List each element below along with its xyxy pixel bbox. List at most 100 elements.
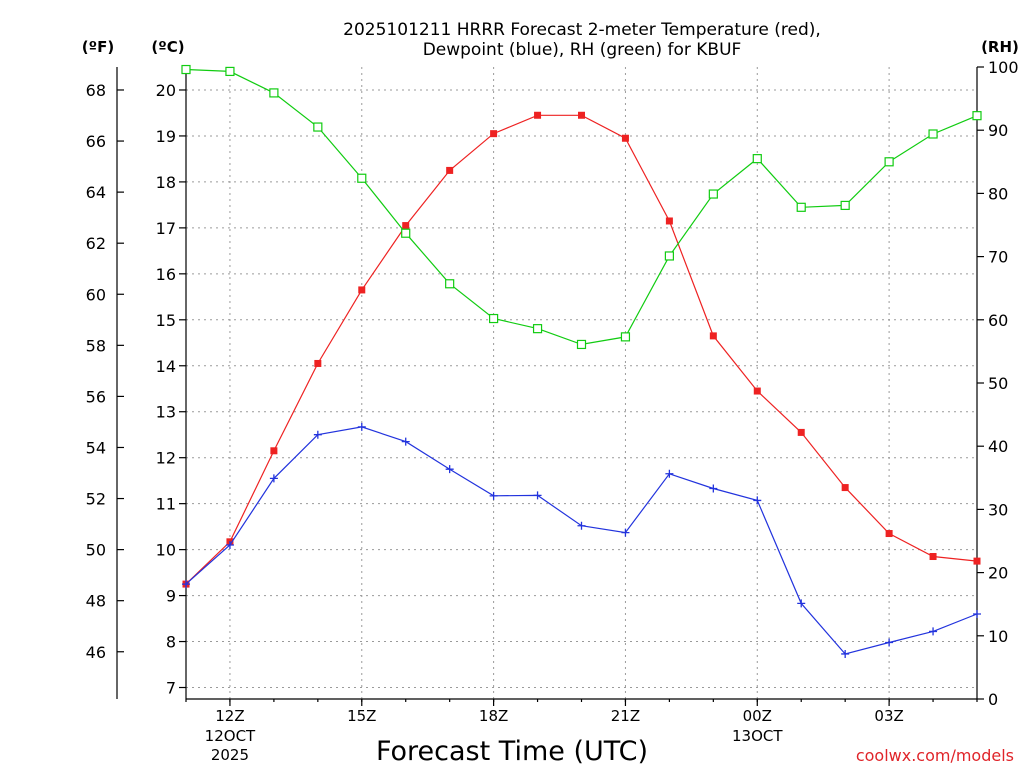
fahrenheit-tick-label: 52 <box>86 490 106 509</box>
dewpoint-point <box>533 491 542 500</box>
dewpoint-point <box>753 496 762 505</box>
temperature-point <box>446 166 454 174</box>
rh-point <box>181 64 191 75</box>
dewpoint-point <box>357 422 366 431</box>
fahrenheit-tick-label: 68 <box>86 81 106 100</box>
rh-point <box>489 313 499 324</box>
celsius-tick-label: 13 <box>156 403 176 422</box>
dewpoint-point <box>269 474 278 483</box>
celsius-tick-label: 7 <box>166 679 176 698</box>
x-tick-date-label: 13OCT <box>732 727 783 745</box>
rh-point <box>445 279 455 289</box>
rh-tick-label: 70 <box>988 248 1008 267</box>
celsius-tick-label: 14 <box>156 357 176 376</box>
rh-tick-label: 20 <box>988 564 1008 583</box>
rh-tick-label: 30 <box>988 500 1008 519</box>
rh-tick-label: 100 <box>988 58 1019 77</box>
temperature-point <box>402 222 410 230</box>
celsius-tick-label: 17 <box>156 219 176 238</box>
fahrenheit-tick-label: 60 <box>86 285 106 304</box>
rh-point <box>225 66 235 77</box>
temperature-line <box>185 114 978 585</box>
temperature-point <box>973 557 981 565</box>
rh-point <box>840 200 850 211</box>
temperature-point <box>665 217 673 225</box>
fahrenheit-tick-label: 62 <box>86 234 106 253</box>
rh-point <box>708 189 718 199</box>
rh-tick-label: 50 <box>988 374 1008 393</box>
dewpoint-point <box>182 580 190 589</box>
celsius-tick-label: 15 <box>156 311 176 330</box>
rh-point <box>401 228 411 238</box>
celsius-tick-label: 11 <box>156 495 176 514</box>
dewpoint-series <box>182 422 981 658</box>
dewpoint-point <box>489 491 498 500</box>
dewpoint-point <box>445 465 454 474</box>
rh-point <box>532 324 543 334</box>
temperature-point <box>621 134 629 142</box>
rh-point <box>796 202 806 212</box>
x-tick-label: 15Z <box>347 707 376 725</box>
temperature-point <box>490 130 498 138</box>
dewpoint-point <box>577 521 586 530</box>
dewpoint-point <box>665 469 674 478</box>
celsius-tick-label: 18 <box>156 173 176 192</box>
axes-layer <box>116 66 984 706</box>
series-layer <box>181 64 982 658</box>
celsius-tick-label: 12 <box>156 449 176 468</box>
x-tick-label: 03Z <box>874 707 903 725</box>
dewpoint-point <box>313 430 322 439</box>
chart-title-line1: 2025101211 HRRR Forecast 2-meter Tempera… <box>343 20 821 40</box>
temperature-point <box>885 530 893 538</box>
fahrenheit-tick-label: 58 <box>86 336 106 355</box>
temperature-point <box>534 111 542 119</box>
grid-layer <box>186 67 977 699</box>
rh-point <box>620 332 631 342</box>
rh-tick-label: 40 <box>988 437 1008 456</box>
x-tick-year-label: 2025 <box>211 746 249 764</box>
rh-tick-label: 0 <box>988 690 998 709</box>
rh-line <box>185 68 978 346</box>
credit-text: coolwx.com/models <box>856 746 1014 765</box>
dewpoint-point <box>885 638 894 647</box>
temperature-point <box>797 428 805 436</box>
celsius-tick-label: 19 <box>156 127 176 146</box>
dewpoint-point <box>225 541 234 550</box>
rh-point <box>576 339 587 350</box>
temperature-point <box>753 387 761 395</box>
rh-point <box>752 154 762 164</box>
rh-tick-label: 80 <box>988 184 1008 203</box>
x-tick-label: 18Z <box>479 707 508 725</box>
rh-tick-label: 10 <box>988 627 1008 646</box>
temperature-point <box>358 286 366 294</box>
temperature-point <box>709 332 717 340</box>
celsius-tick-label: 9 <box>166 587 176 606</box>
rh-tick-label: 60 <box>988 311 1008 330</box>
rh-point <box>313 122 323 132</box>
temperature-point <box>270 447 278 455</box>
rh-point <box>269 88 279 98</box>
x-tick-label: 12Z <box>215 707 244 725</box>
celsius-tick-label: 20 <box>156 81 176 100</box>
fahrenheit-tick-label: 64 <box>86 183 106 202</box>
fahrenheit-tick-label: 56 <box>86 387 106 406</box>
rh-point <box>972 111 982 121</box>
dewpoint-point <box>929 627 938 636</box>
dewpoint-point <box>709 484 718 493</box>
left-axis-unit-c: (ºC) <box>151 38 184 56</box>
fahrenheit-tick-label: 46 <box>86 643 106 662</box>
x-tick-date-label: 12OCT <box>205 727 256 745</box>
dewpoint-line <box>185 426 978 655</box>
temperature-series <box>182 111 981 588</box>
rh-point <box>357 173 367 183</box>
right-axis-unit-rh: (RH) <box>981 38 1019 56</box>
rh-series <box>181 64 982 350</box>
dewpoint-point <box>797 599 806 608</box>
celsius-tick-label: 10 <box>156 541 176 560</box>
fahrenheit-tick-label: 66 <box>86 132 106 151</box>
x-axis-label: Forecast Time (UTC) <box>376 736 648 767</box>
fahrenheit-tick-label: 48 <box>86 592 106 611</box>
dewpoint-point <box>401 437 410 446</box>
dewpoint-point <box>973 609 981 618</box>
